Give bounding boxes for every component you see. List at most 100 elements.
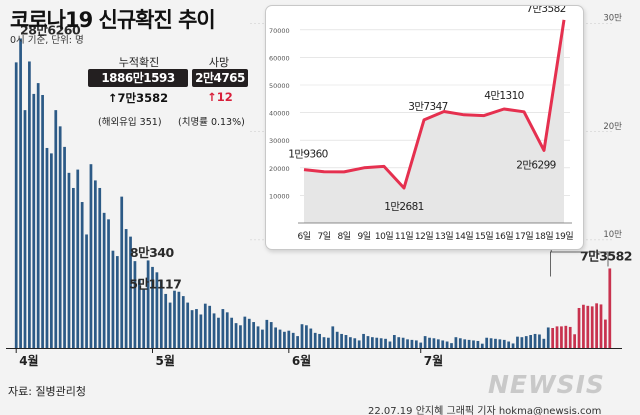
inset-x-tick-label: 6일 [297, 231, 310, 242]
bar [98, 187, 102, 348]
bar [599, 304, 603, 348]
y-tick-label: 10만 [603, 230, 622, 240]
bar [432, 338, 436, 348]
bar [520, 337, 524, 348]
bar [124, 229, 128, 348]
bar [85, 234, 88, 348]
bar [551, 328, 555, 348]
y-tick-label: 20만 [603, 122, 622, 132]
bar [524, 336, 528, 348]
bar [423, 336, 427, 348]
deaths-change: ↑12 [207, 90, 233, 104]
zoom-bracket [550, 251, 609, 277]
bar [472, 340, 475, 348]
bar [274, 327, 277, 348]
bar [388, 341, 392, 348]
inset-x-tick-label: 17일 [515, 231, 533, 242]
bar [36, 83, 40, 348]
bar [327, 337, 330, 348]
bar [67, 172, 71, 348]
bar [203, 303, 207, 348]
bar [225, 312, 229, 348]
bar [41, 94, 44, 349]
bar [568, 326, 572, 348]
bar [379, 338, 383, 348]
bar [212, 313, 216, 348]
bar [375, 337, 379, 348]
bar [63, 146, 66, 348]
bar [340, 333, 343, 348]
x-tick-label: 7월 [424, 353, 443, 368]
bar [485, 337, 489, 348]
bar [102, 212, 106, 348]
bar [181, 296, 185, 348]
inset-x-tick-label: 8일 [337, 231, 350, 242]
bar [401, 337, 405, 348]
cumulative-value-box: 1886만1593 [88, 69, 188, 87]
bar [463, 339, 467, 348]
bar [436, 339, 440, 348]
bar [441, 340, 445, 348]
bar [151, 266, 154, 348]
bar [555, 326, 559, 349]
deaths-label: 사망 [208, 56, 230, 69]
bar [384, 338, 387, 348]
bar [269, 322, 273, 348]
bar [419, 342, 423, 348]
inset-y-tick-label: 20000 [269, 165, 290, 173]
bar [14, 62, 18, 349]
newsis-logo: NEWSIS [488, 370, 605, 399]
inset-y-tick-label: 50000 [269, 82, 290, 90]
bar [604, 319, 607, 348]
bar [489, 338, 493, 348]
bar [362, 333, 365, 348]
bar [23, 110, 27, 349]
bar [129, 236, 132, 348]
bar [410, 339, 414, 348]
bar [199, 314, 203, 348]
bar [538, 334, 541, 348]
bar [19, 38, 22, 348]
bar [353, 338, 357, 348]
bar [80, 202, 84, 348]
bar [582, 304, 585, 348]
inset-data-label: 7만3582 [526, 6, 565, 15]
inset-x-tick-label: 10일 [375, 231, 393, 242]
credit-line: 22.07.19 안지혜 그래픽 기자 hokma@newsis.com [368, 406, 602, 415]
x-tick-label: 6월 [292, 353, 311, 368]
inset-x-tick-label: 12일 [415, 231, 433, 242]
inset-x-tick-label: 18일 [535, 231, 553, 242]
bar [397, 337, 401, 348]
bar [296, 336, 299, 348]
bar [234, 323, 238, 348]
bar [445, 341, 449, 348]
inset-x-tick-label: 7일 [317, 231, 330, 242]
x-tick-label: 4월 [19, 353, 38, 368]
bar [392, 335, 396, 348]
bar [283, 331, 286, 348]
inset-x-tick-label: 14일 [455, 231, 473, 242]
bar [458, 338, 462, 348]
inset-x-tick-label: 13일 [435, 231, 453, 242]
bar [467, 339, 471, 348]
bar [146, 260, 150, 348]
bar [76, 169, 80, 348]
bar-annotation: 5만1117 [129, 277, 181, 292]
bar [230, 317, 234, 348]
bar [406, 339, 409, 348]
bar [32, 93, 36, 348]
fatality-note: (치명률 0.13%) [178, 117, 245, 128]
bar [428, 337, 431, 348]
bar [502, 339, 506, 348]
bar [335, 331, 339, 348]
source-note: 자료: 질병관리청 [8, 385, 87, 398]
bar [322, 337, 326, 348]
bar [261, 329, 264, 348]
bar [159, 279, 163, 348]
bar [239, 325, 242, 348]
cumulative-change: ↑7만3582 [107, 91, 169, 105]
bar [357, 340, 361, 348]
bar [265, 319, 269, 348]
bar [608, 268, 612, 348]
